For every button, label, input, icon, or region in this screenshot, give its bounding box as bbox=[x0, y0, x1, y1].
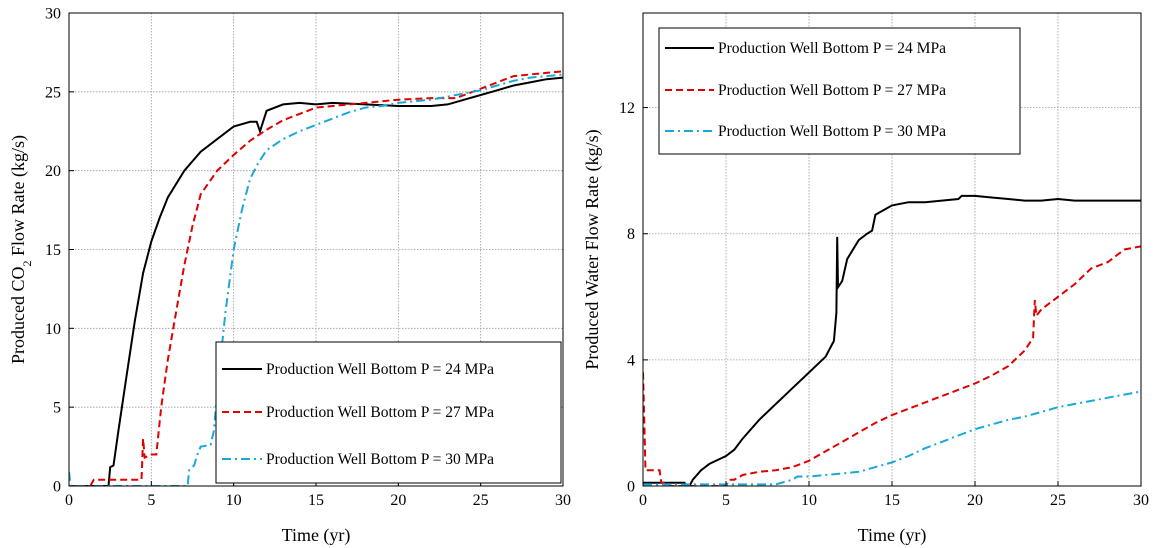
x-tick-label: 10 bbox=[801, 492, 817, 509]
y-tick-label: 0 bbox=[53, 479, 61, 496]
series-line-1 bbox=[643, 194, 1141, 486]
y-tick-label: 4 bbox=[627, 352, 635, 369]
x-tick-label: 30 bbox=[1133, 492, 1149, 509]
x-tick-label: 20 bbox=[390, 492, 406, 509]
legend-entry-1: Production Well Bottom P = 24 MPa bbox=[266, 361, 494, 378]
y-axis-label-part: Produced Water Flow Rate (kg/s) bbox=[582, 129, 603, 369]
y-tick-label: 5 bbox=[53, 400, 61, 417]
x-tick-label: 0 bbox=[639, 492, 647, 509]
y-tick-label: 20 bbox=[45, 163, 61, 180]
y-axis-label-part: 2 bbox=[20, 261, 34, 267]
y-tick-label: 8 bbox=[627, 226, 635, 243]
legend-entry-1: Production Well Bottom P = 24 MPa bbox=[718, 40, 946, 57]
y-axis-label: Produced CO2 Flow Rate (kg/s) bbox=[8, 135, 34, 364]
y-tick-label: 25 bbox=[45, 84, 61, 101]
series-line-1 bbox=[69, 76, 563, 486]
x-tick-label: 15 bbox=[884, 492, 900, 509]
x-tick-label: 25 bbox=[1050, 492, 1066, 509]
legend: Production Well Bottom P = 24 MPa Product… bbox=[658, 27, 1021, 155]
legend-entry-2: Production Well Bottom P = 27 MPa bbox=[266, 404, 494, 421]
y-axis-label-part: Produced CO bbox=[8, 267, 28, 365]
legend-entry-3: Production Well Bottom P = 30 MPa bbox=[266, 451, 494, 468]
series-line-3 bbox=[69, 73, 563, 486]
legend-entry-3: Production Well Bottom P = 30 MPa bbox=[718, 123, 946, 140]
x-tick-label: 25 bbox=[473, 492, 489, 509]
chart-2: 0 5 10 15 20 25 30 0 4 8 12 Time (yr) Produced Water… bbox=[582, 12, 1149, 546]
legend-box bbox=[658, 27, 1021, 155]
chart-1: 0 5 10 15 20 25 30 0 5 10 15 20 25 30 Time (yr) Produce… bbox=[8, 6, 571, 547]
x-tick-label: 5 bbox=[722, 492, 730, 509]
x-axis-label: Time (yr) bbox=[858, 525, 927, 546]
y-tick-label: 30 bbox=[45, 6, 61, 23]
y-axis-label: Produced Water Flow Rate (kg/s) bbox=[582, 129, 603, 369]
x-tick-label: 15 bbox=[308, 492, 324, 509]
y-tick-label: 0 bbox=[627, 479, 635, 496]
x-tick-label: 20 bbox=[967, 492, 983, 509]
y-tick-label: 15 bbox=[45, 242, 61, 259]
series-line-3 bbox=[643, 390, 1141, 486]
legend-box bbox=[215, 341, 562, 484]
x-tick-label: 0 bbox=[65, 492, 73, 509]
y-tick-label: 10 bbox=[45, 321, 61, 338]
x-axis-label: Time (yr) bbox=[282, 525, 351, 546]
legend: Production Well Bottom P = 24 MPa Product… bbox=[215, 341, 562, 484]
y-axis-label-part: Flow Rate (kg/s) bbox=[8, 135, 29, 261]
x-tick-label: 10 bbox=[226, 492, 242, 509]
series-line-2 bbox=[643, 245, 1141, 486]
x-tick-label: 30 bbox=[555, 492, 571, 509]
y-tick-label: 12 bbox=[619, 100, 635, 117]
x-tick-label: 5 bbox=[147, 492, 155, 509]
legend-entry-2: Production Well Bottom P = 27 MPa bbox=[718, 82, 946, 99]
